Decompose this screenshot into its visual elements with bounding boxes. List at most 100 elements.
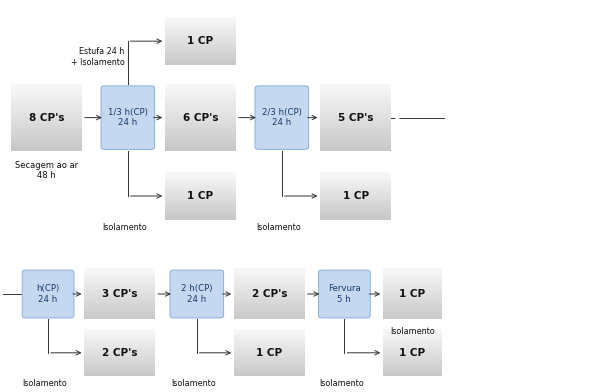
Bar bbox=[165, 202, 236, 204]
Bar bbox=[383, 354, 442, 356]
Bar bbox=[320, 188, 391, 190]
Bar bbox=[320, 131, 391, 133]
Bar bbox=[11, 122, 82, 124]
Bar bbox=[165, 205, 236, 207]
Bar bbox=[383, 365, 442, 367]
Bar bbox=[320, 137, 391, 140]
Bar bbox=[165, 38, 236, 40]
Bar bbox=[234, 363, 305, 365]
Bar bbox=[11, 140, 82, 142]
Bar bbox=[165, 50, 236, 52]
Bar bbox=[165, 175, 236, 177]
Bar bbox=[320, 102, 391, 104]
Bar bbox=[165, 60, 236, 62]
Bar bbox=[383, 373, 442, 375]
Bar bbox=[234, 273, 305, 275]
Bar bbox=[165, 135, 236, 138]
Bar bbox=[383, 352, 442, 354]
Bar bbox=[320, 207, 391, 209]
Bar bbox=[320, 172, 391, 174]
Bar bbox=[383, 280, 442, 282]
Bar bbox=[84, 290, 155, 292]
Bar bbox=[84, 338, 155, 340]
Bar bbox=[84, 363, 155, 365]
Bar bbox=[11, 120, 82, 122]
Bar bbox=[165, 63, 236, 65]
Text: 8 CP's: 8 CP's bbox=[29, 113, 64, 123]
Bar bbox=[320, 93, 391, 95]
Bar bbox=[234, 343, 305, 345]
Bar bbox=[234, 292, 305, 294]
Bar bbox=[320, 126, 391, 129]
Bar bbox=[383, 292, 442, 294]
Bar bbox=[234, 285, 305, 287]
Bar bbox=[11, 100, 82, 102]
Bar bbox=[165, 56, 236, 58]
Text: Estufa 24 h
+ Isolamento: Estufa 24 h + Isolamento bbox=[71, 47, 125, 67]
Bar bbox=[11, 126, 82, 129]
Bar bbox=[165, 210, 236, 212]
Bar bbox=[84, 282, 155, 284]
Bar bbox=[165, 17, 236, 19]
Bar bbox=[383, 310, 442, 313]
Bar bbox=[383, 334, 442, 336]
Bar bbox=[165, 22, 236, 24]
Bar bbox=[165, 55, 236, 57]
Bar bbox=[84, 277, 155, 279]
Bar bbox=[11, 128, 82, 131]
Bar bbox=[84, 273, 155, 275]
Bar bbox=[383, 345, 442, 347]
Bar bbox=[383, 359, 442, 361]
Bar bbox=[383, 330, 442, 332]
Bar bbox=[165, 137, 236, 140]
Bar bbox=[320, 199, 391, 201]
Bar bbox=[84, 349, 155, 351]
Bar bbox=[165, 117, 236, 120]
Bar bbox=[84, 318, 155, 319]
Bar bbox=[84, 309, 155, 311]
Bar bbox=[165, 97, 236, 100]
FancyBboxPatch shape bbox=[101, 86, 155, 149]
Bar bbox=[383, 343, 442, 345]
Bar bbox=[84, 365, 155, 367]
Bar bbox=[165, 84, 236, 87]
Bar bbox=[320, 104, 391, 107]
Bar bbox=[84, 272, 155, 274]
Bar bbox=[165, 181, 236, 183]
Bar bbox=[165, 140, 236, 142]
Bar bbox=[165, 199, 236, 201]
Bar bbox=[234, 280, 305, 282]
Bar bbox=[383, 283, 442, 285]
Bar bbox=[234, 374, 305, 376]
Text: Fervura
5 h: Fervura 5 h bbox=[328, 284, 361, 304]
Bar bbox=[84, 374, 155, 376]
Bar bbox=[84, 345, 155, 347]
Text: Isolamento: Isolamento bbox=[256, 223, 301, 232]
Bar bbox=[320, 113, 391, 115]
Bar bbox=[383, 368, 442, 370]
Bar bbox=[165, 142, 236, 144]
Bar bbox=[320, 180, 391, 182]
Bar bbox=[165, 100, 236, 102]
Bar bbox=[11, 144, 82, 147]
Bar bbox=[84, 346, 155, 348]
Bar bbox=[234, 278, 305, 280]
Bar bbox=[320, 200, 391, 202]
Bar bbox=[320, 140, 391, 142]
Bar bbox=[320, 86, 391, 89]
Bar bbox=[234, 345, 305, 347]
Bar bbox=[320, 95, 391, 98]
Text: 1 CP: 1 CP bbox=[256, 348, 283, 358]
Bar bbox=[320, 122, 391, 124]
Bar bbox=[165, 207, 236, 209]
Bar bbox=[165, 34, 236, 36]
Bar bbox=[234, 332, 305, 334]
Bar bbox=[234, 340, 305, 342]
Bar bbox=[234, 334, 305, 336]
Text: 1 CP: 1 CP bbox=[342, 191, 369, 201]
Bar bbox=[165, 39, 236, 41]
Bar bbox=[84, 334, 155, 336]
Text: Isolamento: Isolamento bbox=[23, 379, 67, 388]
Bar bbox=[320, 178, 391, 180]
Text: Secagem ao ar
48 h: Secagem ao ar 48 h bbox=[15, 161, 78, 180]
